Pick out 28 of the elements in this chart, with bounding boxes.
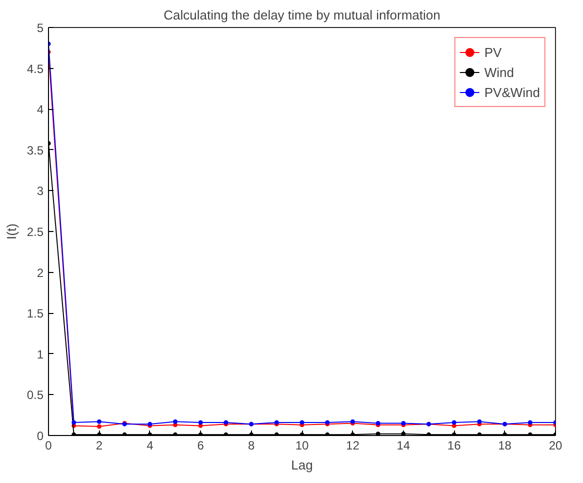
y-tick-label: 4.5	[26, 62, 44, 76]
y-tick-label: 0.5	[26, 388, 44, 402]
legend-label: PV	[484, 44, 503, 60]
y-tick-label: 5	[36, 21, 44, 35]
y-tick-label: 1.5	[26, 306, 44, 321]
x-tick-label: 8	[248, 438, 255, 452]
x-tick-label: 18	[498, 438, 512, 452]
y-axis-title: I(t)	[4, 224, 19, 240]
x-tick-label: 0	[45, 438, 52, 452]
x-axis-title: Lag	[291, 458, 313, 472]
y-tick-label: 2.5	[26, 225, 44, 239]
x-tick-label: 20	[548, 438, 562, 452]
x-tick-label: 10	[295, 438, 309, 452]
y-tick-label: 4	[36, 102, 44, 117]
x-tick-label: 2	[96, 438, 103, 452]
legend-label: PV&Wind	[484, 84, 540, 100]
x-tick-label: 16	[447, 438, 462, 452]
y-tick-label: 1	[36, 347, 44, 362]
x-tick-label: 4	[146, 438, 154, 452]
chart-title: Calculating the delay time by mutual information	[164, 8, 440, 22]
x-tick-label: 14	[396, 438, 410, 452]
y-tick-label: 0	[36, 429, 44, 443]
x-tick-label: 6	[197, 438, 204, 452]
x-tick-label: 12	[346, 438, 360, 452]
y-tick-label: 3	[36, 184, 44, 198]
y-tick-label: 3.5	[26, 143, 44, 158]
y-tick-label: 2	[36, 266, 44, 280]
legend-label: Wind	[484, 64, 514, 80]
